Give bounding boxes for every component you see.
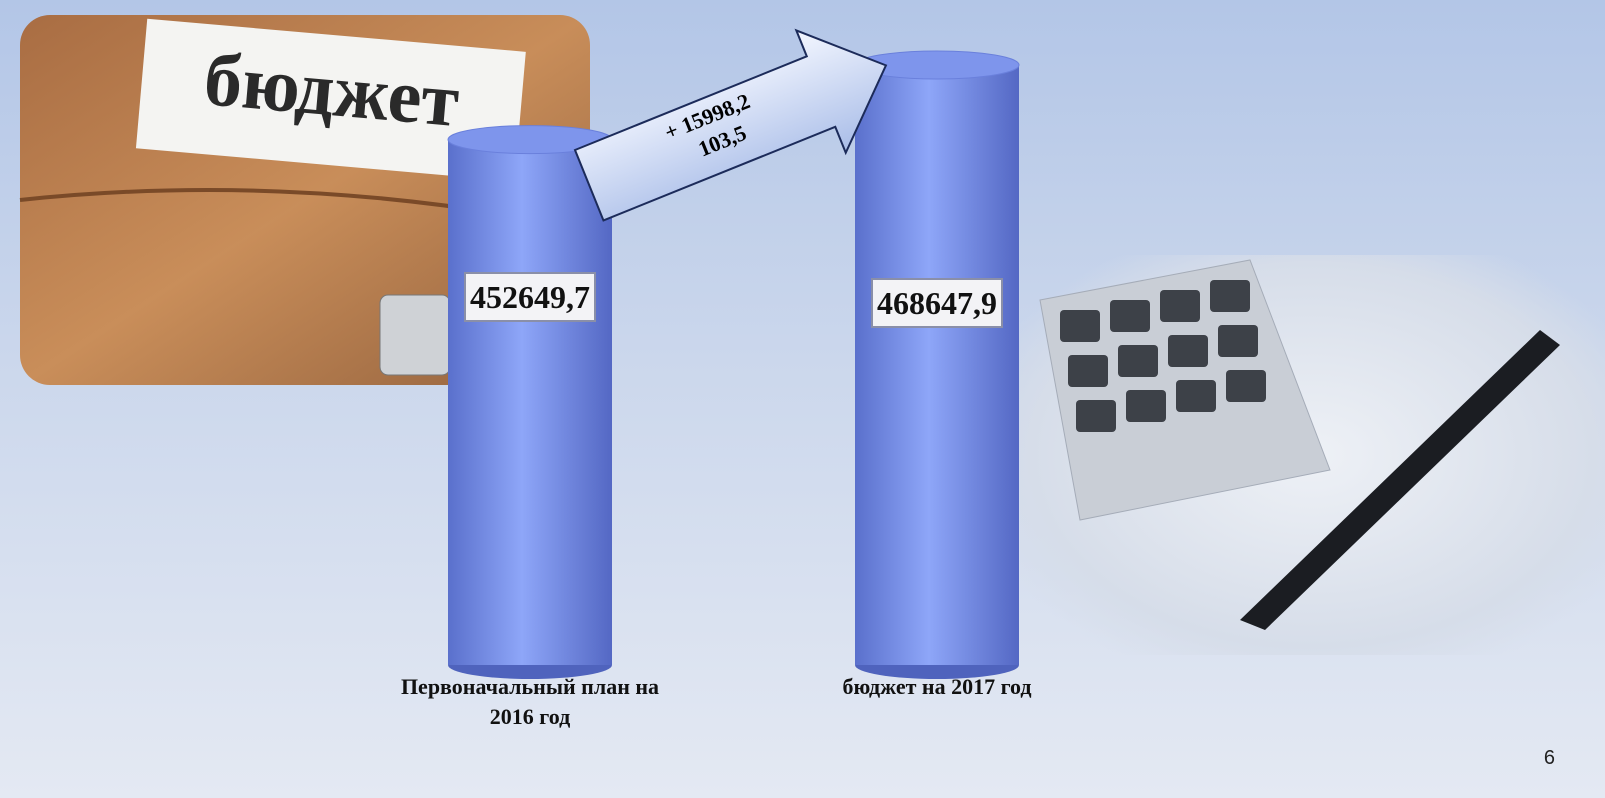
calculator-photo <box>1020 255 1605 655</box>
bar <box>855 65 1019 665</box>
value-label: 452649,7 <box>470 279 590 315</box>
category-label: бюджет на 2017 год <box>797 672 1077 702</box>
bar <box>448 140 612 665</box>
slide-number: 6 <box>1544 747 1555 770</box>
slide: бюджет 452649,7468647,9 + 15998,2 103,5 … <box>0 0 1605 798</box>
value-label: 468647,9 <box>877 285 997 321</box>
category-label: Первоначальный план на 2016 год <box>390 672 670 732</box>
